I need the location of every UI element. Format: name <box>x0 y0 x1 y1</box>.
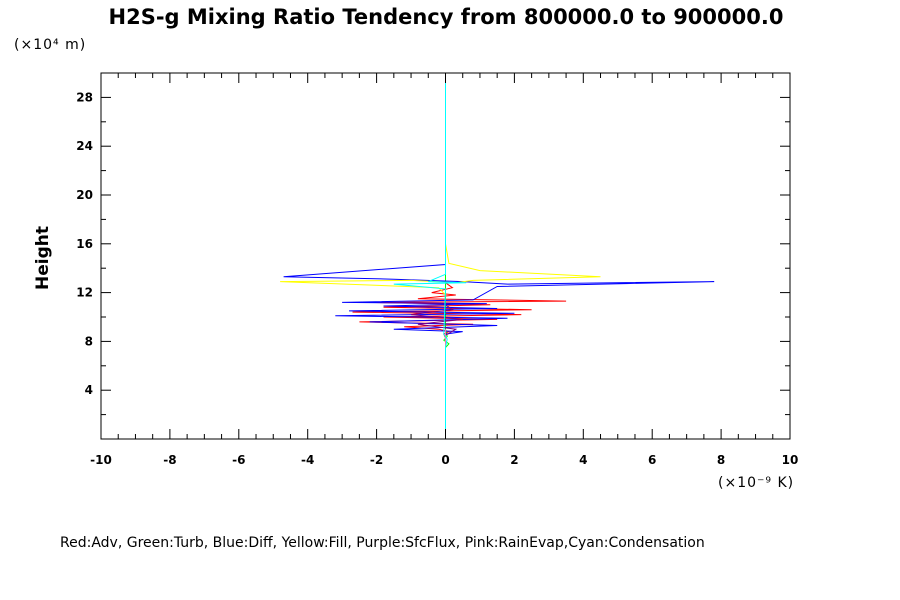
y-tick-label: 24 <box>76 139 93 153</box>
series-line-diff <box>283 73 715 336</box>
legend-text: Red:Adv, Green:Turb, Blue:Diff, Yellow:F… <box>60 535 705 551</box>
y-tick-label: 28 <box>76 90 93 104</box>
x-tick-label: 2 <box>510 453 518 467</box>
y-tick-label: 8 <box>85 334 93 348</box>
x-tick-label: 4 <box>579 453 587 467</box>
y-scale-note: (×10⁴ m) <box>14 37 86 53</box>
series-line-sfcflux <box>411 304 463 437</box>
x-tick-label: 6 <box>648 453 656 467</box>
x-tick-label: -2 <box>370 453 383 467</box>
x-tick-label: -6 <box>232 453 245 467</box>
series-layer <box>280 73 715 437</box>
x-tick-label: 10 <box>782 453 799 467</box>
x-tick-label: -10 <box>90 453 112 467</box>
series-line-adv <box>352 268 567 437</box>
x-tick-label: 8 <box>717 453 725 467</box>
x-tick-label: -4 <box>301 453 314 467</box>
x-tick-label: -8 <box>163 453 176 467</box>
series-line-condensation <box>393 73 467 437</box>
x-scale-note: (×10⁻⁹ K) <box>718 475 794 491</box>
y-tick-label: 4 <box>85 383 93 397</box>
y-tick-label: 12 <box>76 286 93 300</box>
y-tick-label: 20 <box>76 188 93 202</box>
x-tick-label: 0 <box>441 453 449 467</box>
y-tick-label: 16 <box>76 237 93 251</box>
y-axis-label: Height <box>33 226 53 290</box>
chart-title: H2S-g Mixing Ratio Tendency from 800000.… <box>109 5 784 29</box>
series-line-turb <box>443 73 450 437</box>
series-line-fill <box>280 243 601 296</box>
